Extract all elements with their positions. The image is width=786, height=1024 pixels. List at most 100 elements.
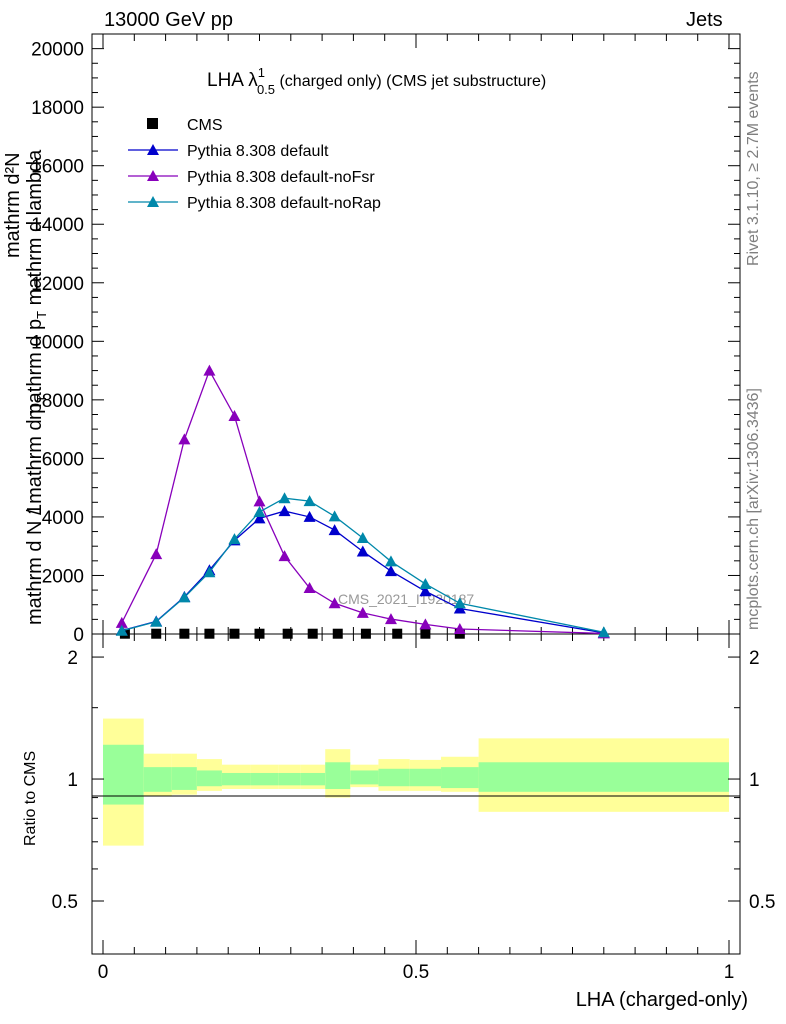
main-ytick-label: 16000 (31, 157, 84, 178)
main-ytick-label: 4000 (42, 508, 84, 529)
main-y-axis: 0 2000 4000 6000 8000 10000 12000 14000 16000 180… (31, 40, 740, 646)
series-point (115, 624, 128, 636)
data-point (204, 628, 215, 639)
ratio-band-inner (378, 768, 410, 787)
ratio-ytick-label: 1 (67, 770, 78, 791)
series-point (278, 550, 291, 562)
series-point (453, 623, 466, 635)
ratio-ytick-label-right: 2 (749, 648, 760, 669)
data-point (307, 628, 318, 639)
ratio-band-inner (250, 772, 279, 786)
series-layer (115, 364, 610, 639)
legend: CMS Pythia 8.308 default Pythia 8.308 de… (128, 117, 381, 212)
series-point (228, 409, 241, 421)
analysis-watermark: CMS_2021_I1920187 (338, 591, 474, 607)
data-point (254, 628, 265, 639)
chart-title: LHA λ1 0.5 (charged only) (CMS jet substr… (207, 65, 546, 97)
data-point (282, 628, 293, 639)
ratio-band-inner (325, 762, 351, 789)
series-point (115, 616, 128, 628)
legend-label-norap: Pythia 8.308 default-noRap (187, 195, 381, 212)
series-point (178, 433, 191, 445)
series-point (253, 512, 266, 524)
x-axis-label: LHA (charged-only) (576, 989, 748, 1011)
series-point (253, 495, 266, 507)
series-point (356, 545, 369, 557)
ratio-band-inner (171, 767, 197, 790)
main-ytick-label: 12000 (31, 274, 84, 295)
data-point (229, 628, 240, 639)
main-ytick-label: 10000 (31, 332, 84, 353)
legend-marker-norap (147, 196, 159, 207)
xtick-label: 0.5 (403, 962, 429, 983)
series-line (121, 497, 604, 633)
data-point (392, 628, 403, 639)
series-point (203, 364, 216, 376)
legend-marker-default (147, 144, 159, 155)
series-point (328, 524, 341, 536)
ratio-band-inner (350, 770, 379, 785)
series-point (228, 533, 241, 545)
series-point (278, 505, 291, 517)
category-label: Jets (686, 9, 723, 31)
ratio-bands (103, 718, 729, 846)
series-point (453, 597, 466, 609)
legend-marker-nofsr (147, 170, 159, 181)
series-point (303, 495, 316, 507)
x-axis: 0 0.5 1 (98, 34, 735, 983)
series-line (121, 369, 604, 635)
ratio-band-inner (409, 768, 442, 787)
main-ytick-label: 6000 (42, 449, 84, 470)
main-ytick-label: 0 (73, 625, 84, 646)
ratio-ytick-label-right: 0.5 (749, 892, 775, 913)
data-point (420, 628, 431, 639)
ratio-band-inner (478, 762, 729, 792)
ratio-ytick-label: 0.5 (52, 892, 78, 913)
ratio-band-inner (103, 744, 144, 805)
ratio-band-inner (441, 767, 479, 789)
series-point (356, 532, 369, 543)
series-point (419, 577, 432, 589)
series-point (303, 510, 316, 522)
series-point (384, 565, 397, 577)
series-point (384, 555, 397, 567)
series-point (597, 626, 610, 638)
main-ytick-label: 20000 (31, 40, 84, 61)
legend-label-nofsr: Pythia 8.308 default-noFsr (187, 169, 375, 186)
series-point (356, 606, 369, 618)
xtick-label: 1 (724, 962, 735, 983)
series-point (203, 566, 216, 578)
series-point (303, 582, 316, 594)
legend-label-cms: CMS (187, 117, 223, 134)
ratio-band-inner (300, 772, 326, 786)
series-point (384, 613, 397, 625)
series-point (278, 492, 291, 504)
series-point (328, 597, 341, 609)
ratio-band-inner (196, 770, 222, 787)
main-ytick-label: 8000 (42, 391, 84, 412)
data-point (151, 628, 162, 639)
series-point (150, 615, 163, 627)
ratio-ytick-label-right: 1 (749, 770, 760, 791)
series-point (419, 618, 432, 630)
ratio-band-inner (221, 772, 251, 786)
ratio-ytick-label: 2 (67, 648, 78, 669)
legend-marker-cms (147, 118, 158, 129)
ratio-y-axis: 0.5 0.5 1 1 2 2 (52, 648, 776, 913)
ratio-band-inner (278, 772, 301, 786)
data-point (332, 628, 343, 639)
xtick-label: 0 (98, 962, 109, 983)
main-ytick-label: 18000 (31, 98, 84, 119)
series-point (419, 585, 432, 597)
ratio-band-inner (143, 767, 172, 792)
series-point (178, 591, 191, 603)
data-point (360, 628, 371, 639)
process-label: 13000 GeV pp (104, 9, 233, 31)
series-point (328, 510, 341, 522)
data-point (179, 628, 190, 639)
series-point (150, 548, 163, 560)
series-point (253, 505, 266, 517)
legend-label-default: Pythia 8.308 default (187, 143, 329, 160)
main-ytick-label: 14000 (31, 215, 84, 236)
